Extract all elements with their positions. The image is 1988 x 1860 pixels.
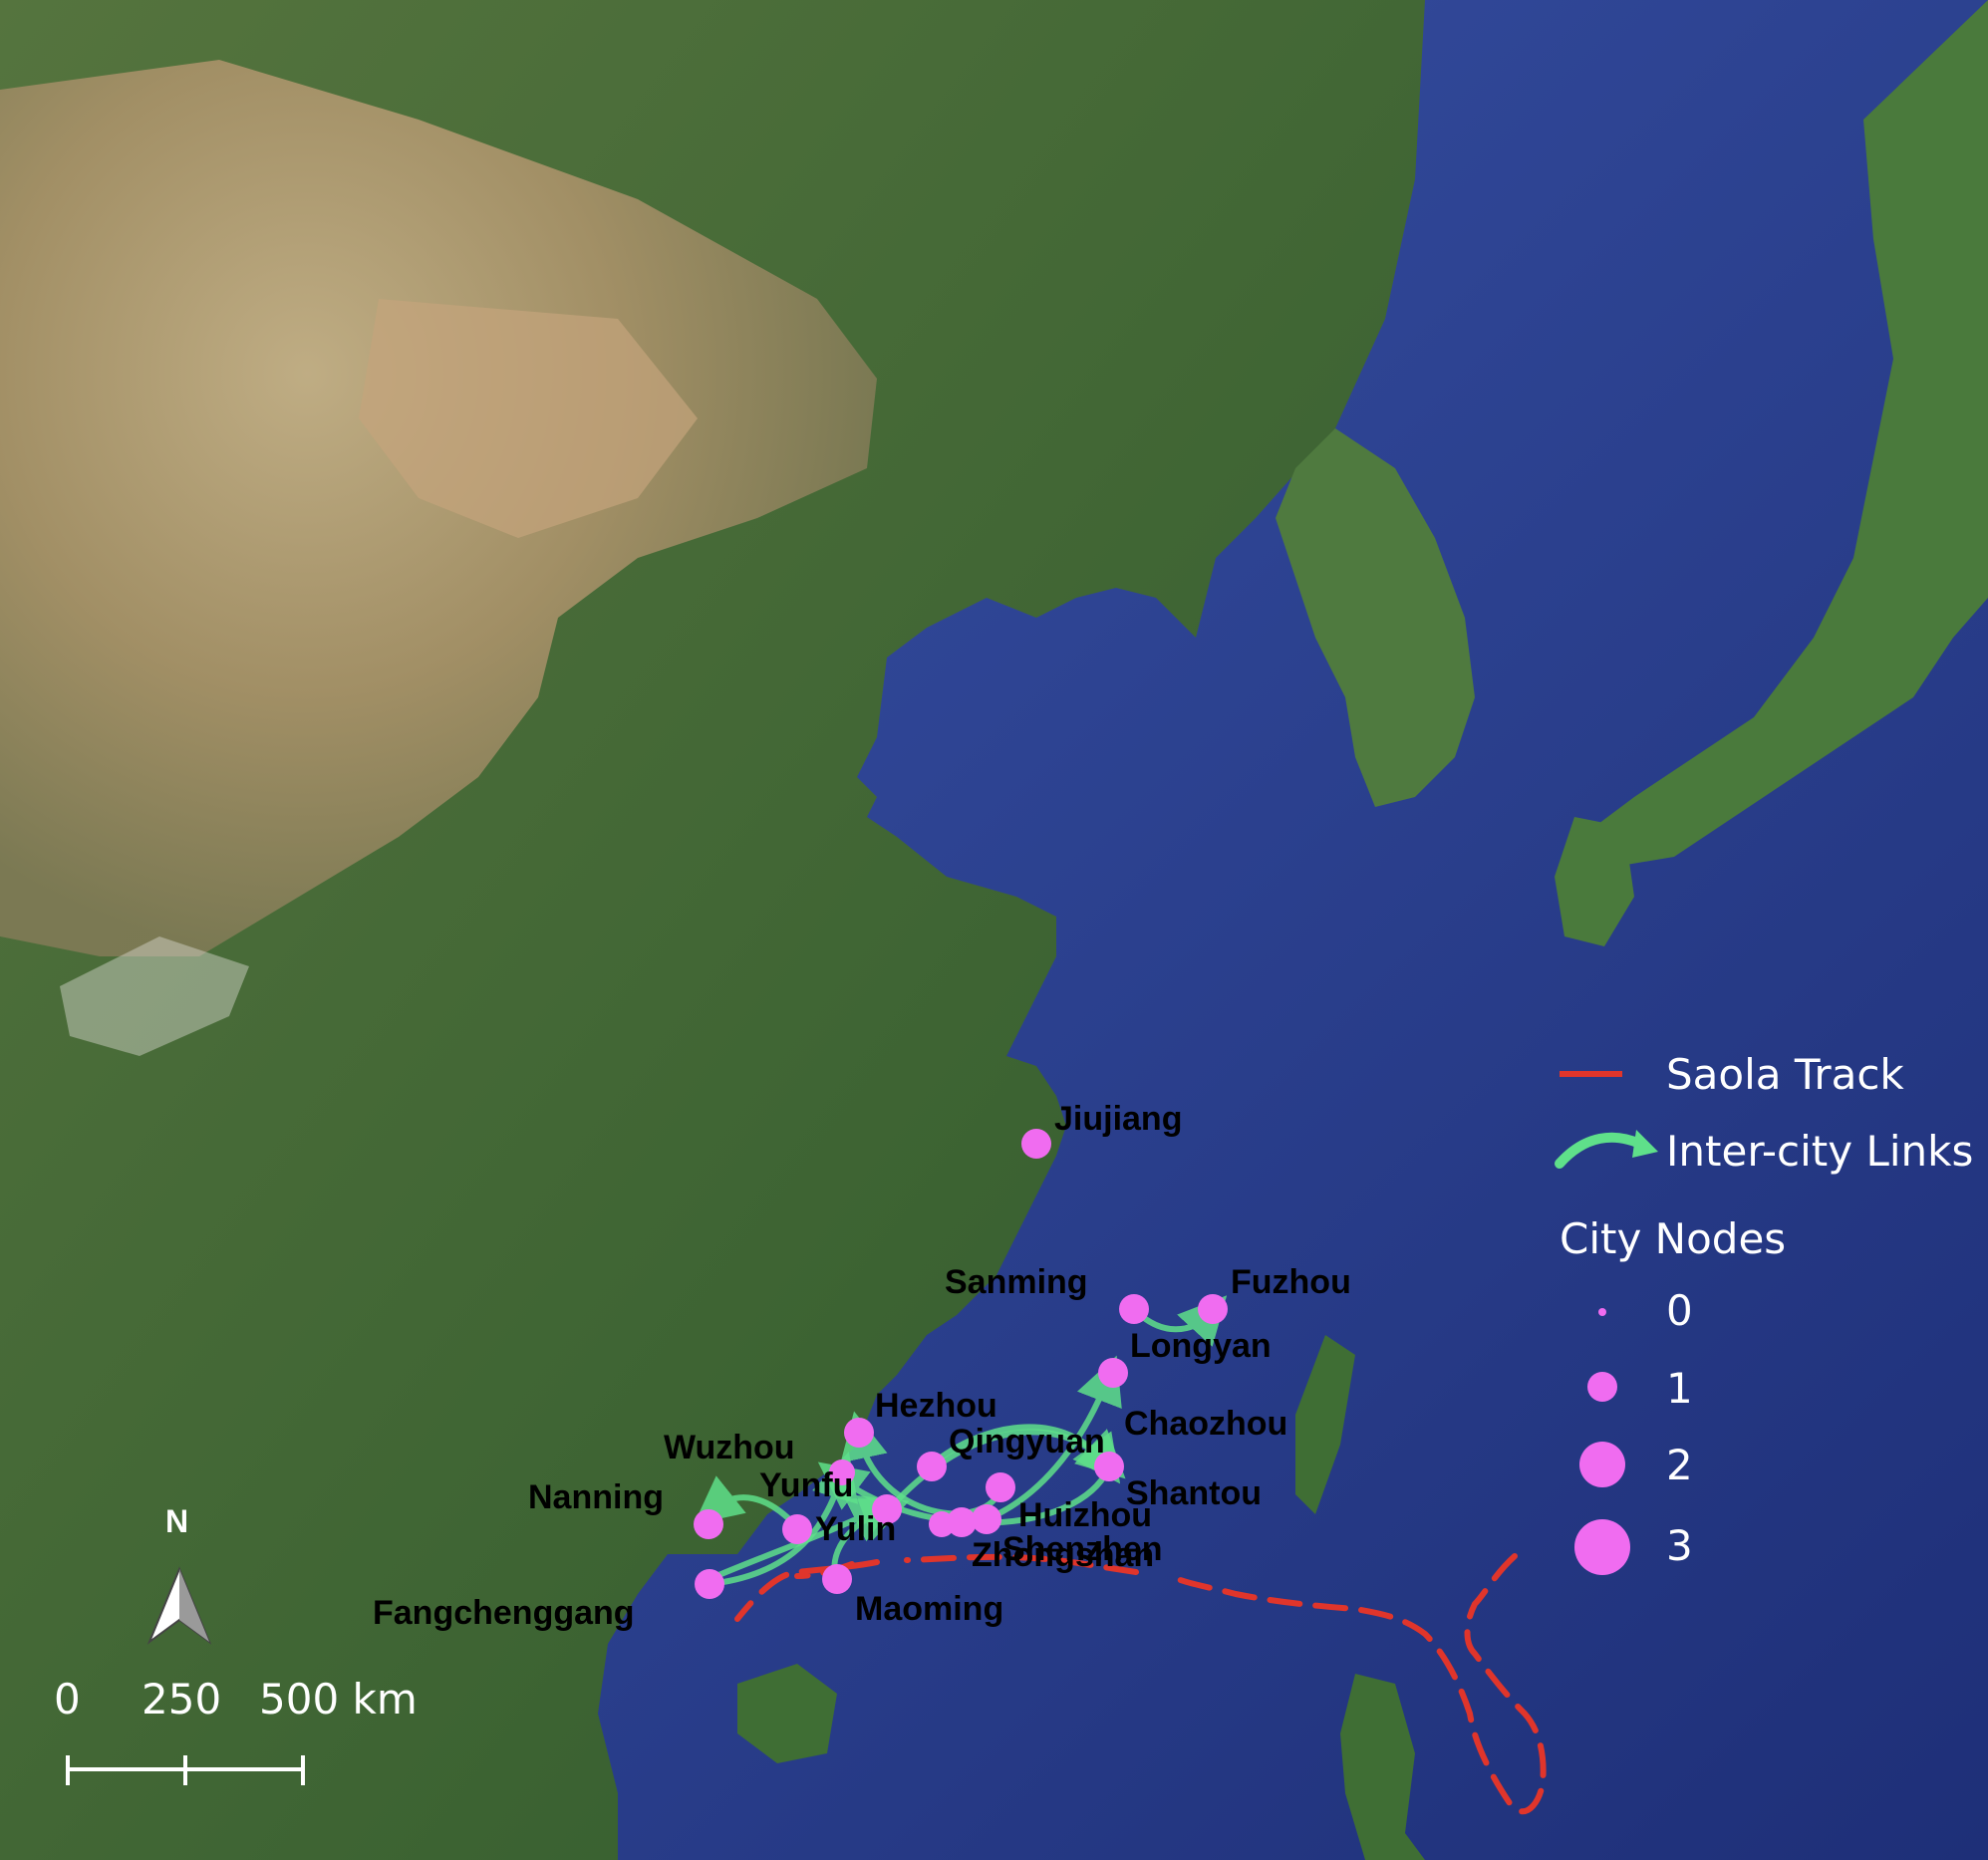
legend-node-size-3 (1574, 1519, 1630, 1575)
desert-region (0, 60, 877, 956)
north-arrow-shade (179, 1569, 209, 1642)
city-label-sanming: Sanming (945, 1263, 1088, 1301)
city-node-sanming[interactable] (1119, 1294, 1149, 1324)
scale-bar: 0 250 500 km (54, 1675, 418, 1785)
city-node-jiujiang[interactable] (1021, 1129, 1051, 1159)
luzon (1340, 1674, 1425, 1860)
city-node-longyan[interactable] (1098, 1358, 1128, 1388)
city-label-longyan: Longyan (1130, 1327, 1272, 1365)
legend-node-label-0: 0 (1666, 1286, 1693, 1335)
city-nodes: Jiujiang Sanming Fuzhou Longyan Hezhou Q… (373, 1100, 1351, 1632)
city-label-maoming: Maoming (855, 1590, 1003, 1628)
japan-islands (1594, 0, 1988, 867)
city-label-shenzhen: Shenzhen (1002, 1530, 1163, 1568)
city-node-chaozhou[interactable] (1094, 1452, 1124, 1481)
saola-track (734, 1553, 1547, 1815)
city-node-yulin[interactable] (782, 1514, 812, 1544)
legend-links-label: Inter-city Links (1666, 1127, 1973, 1176)
legend-node-label-2: 2 (1666, 1441, 1693, 1489)
city-label-hezhou: Hezhou (875, 1387, 997, 1425)
legend-node-size-0 (1598, 1308, 1606, 1316)
taiwan (1295, 1335, 1355, 1514)
legend-nodes-title: City Nodes (1560, 1214, 1786, 1263)
city-label-zhongshan: Zhongshan (972, 1536, 1154, 1574)
city-label-huizhou: Huizhou (1018, 1496, 1152, 1534)
scale-tick-label-0: 0 (54, 1675, 81, 1724)
city-label-fuzhou: Fuzhou (1231, 1263, 1351, 1301)
city-label-nanning: Nanning (528, 1478, 664, 1516)
kyushu (1555, 817, 1634, 946)
city-label-wuzhou: Wuzhou (664, 1429, 795, 1466)
saola-track-line (734, 1553, 1547, 1815)
city-node-nanning[interactable] (694, 1509, 723, 1539)
city-label-yunfu: Yunfu (759, 1466, 853, 1504)
legend-links-arrowhead (1632, 1130, 1658, 1158)
link-shenzhen-longyan (985, 1355, 1122, 1522)
city-node-wuzhou[interactable] (829, 1460, 855, 1485)
link-qingyuan-shantou (930, 1424, 1121, 1484)
city-node-fuzhou[interactable] (1198, 1294, 1228, 1324)
hainan (737, 1664, 837, 1763)
scale-tick-label-250: 250 (142, 1675, 221, 1724)
city-label-chaozhou: Chaozhou (1124, 1405, 1287, 1443)
north-arrow-label: N (165, 1503, 188, 1539)
legend-track-label: Saola Track (1666, 1050, 1904, 1099)
city-label-fangchenggang: Fangchenggang (373, 1594, 635, 1632)
legend: Saola Track Inter-city Links City Nodes … (1555, 1050, 1973, 1575)
legend-node-label-3: 3 (1666, 1521, 1693, 1570)
legend-node-label-1: 1 (1666, 1364, 1693, 1413)
snow-ridges (60, 936, 249, 1056)
city-node-fangchenggang[interactable] (695, 1569, 724, 1599)
scale-tick-label-500: 500 km (259, 1675, 418, 1724)
legend-node-size-2 (1579, 1442, 1625, 1487)
korea-peninsula (1276, 428, 1475, 807)
city-node-qingyuan[interactable] (917, 1452, 947, 1481)
city-node-hezhou[interactable] (844, 1418, 874, 1448)
city-label-jiujiang: Jiujiang (1054, 1100, 1182, 1138)
link-fangchenggang-yunfu (708, 1498, 899, 1582)
city-label-qingyuan: Qingyuan (949, 1423, 1105, 1461)
north-arrow: N (146, 1503, 212, 1645)
city-node-yunfu[interactable] (872, 1494, 902, 1524)
city-node-zhongshan[interactable] (929, 1511, 955, 1537)
city-node-huizhou[interactable] (972, 1504, 1001, 1534)
city-label-yulin: Yulin (815, 1510, 896, 1548)
city-node-shenzhen[interactable] (947, 1507, 977, 1537)
legend-node-size-1 (1587, 1372, 1617, 1402)
city-node-shantou[interactable] (986, 1472, 1015, 1502)
city-label-shantou: Shantou (1126, 1474, 1262, 1512)
city-node-maoming[interactable] (822, 1564, 852, 1594)
desert-region-2 (359, 299, 698, 538)
